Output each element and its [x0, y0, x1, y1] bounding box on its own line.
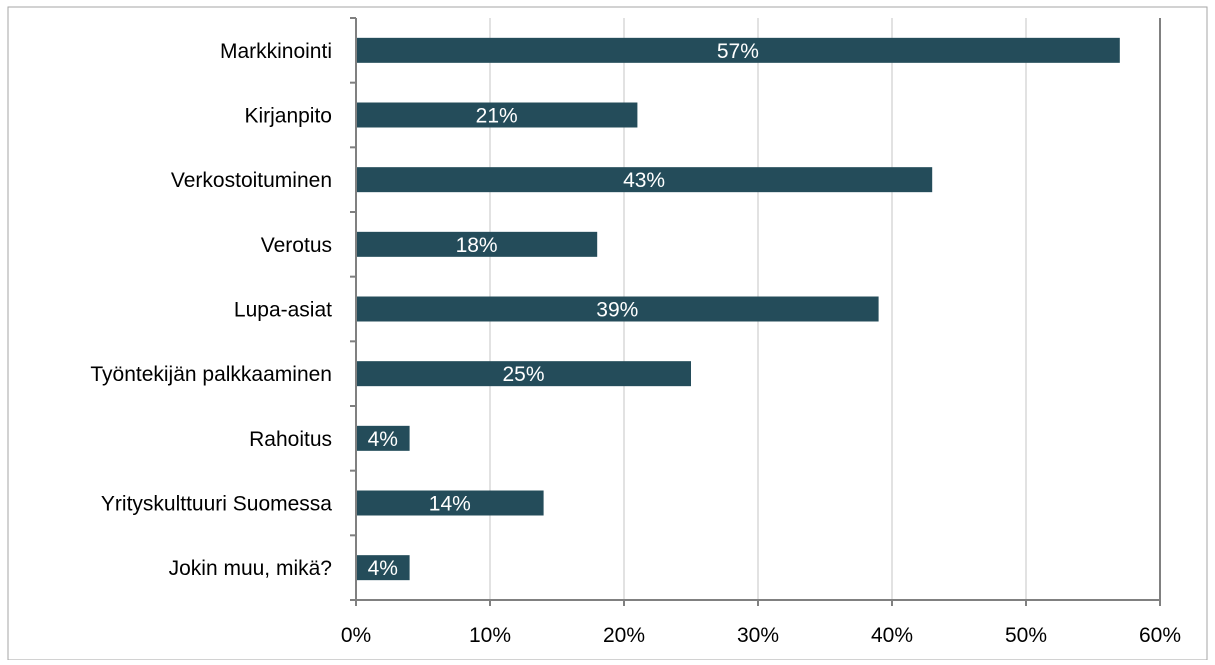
category-labels: Markkinointi Kirjanpito Verkostoituminen Ve… — [90, 40, 332, 580]
bar — [356, 37, 1120, 63]
category-label: Jokin muu, mikä? — [169, 557, 332, 580]
bar-value-label: 39% — [596, 299, 638, 322]
bar-value-labels: 57% 21% 43% 18% 39% 25% 4% 14% 4% — [368, 40, 759, 580]
bar-value-label: 25% — [502, 363, 544, 386]
bar — [356, 296, 879, 322]
bar-value-label: 4% — [368, 428, 398, 451]
category-label: Markkinointi — [220, 40, 332, 63]
bar-value-label: 57% — [717, 40, 759, 63]
category-label: Työntekijän palkkaaminen — [90, 363, 332, 386]
category-label: Verkostoituminen — [171, 169, 332, 192]
x-tick-label: 20% — [603, 624, 645, 647]
x-tick-label: 50% — [1005, 624, 1047, 647]
x-tick-label: 30% — [737, 624, 779, 647]
bar-value-label: 21% — [476, 105, 518, 128]
category-label: Verotus — [261, 234, 332, 257]
x-tick-label: 10% — [469, 624, 511, 647]
category-label: Rahoitus — [249, 428, 332, 451]
category-label: Lupa-asiat — [234, 299, 332, 322]
bar-value-label: 14% — [429, 493, 471, 516]
bar — [356, 555, 410, 581]
bar-value-label: 4% — [368, 557, 398, 580]
axes — [350, 17, 1161, 606]
category-label: Yrityskulttuuri Suomessa — [101, 493, 332, 516]
bars — [356, 37, 1120, 581]
bar-value-label: 18% — [456, 234, 498, 257]
bar — [356, 102, 638, 128]
bar — [356, 490, 544, 516]
x-tick-labels: 0% 10% 20% 30% 40% 50% 60% — [341, 624, 1181, 647]
bar-value-label: 43% — [623, 169, 665, 192]
category-label: Kirjanpito — [244, 105, 332, 128]
bar — [356, 167, 933, 193]
x-tick-label: 0% — [341, 624, 371, 647]
bar — [356, 361, 691, 387]
x-tick-label: 60% — [1139, 624, 1181, 647]
bar — [356, 231, 598, 257]
bar — [356, 425, 410, 451]
x-tick-label: 40% — [871, 624, 913, 647]
